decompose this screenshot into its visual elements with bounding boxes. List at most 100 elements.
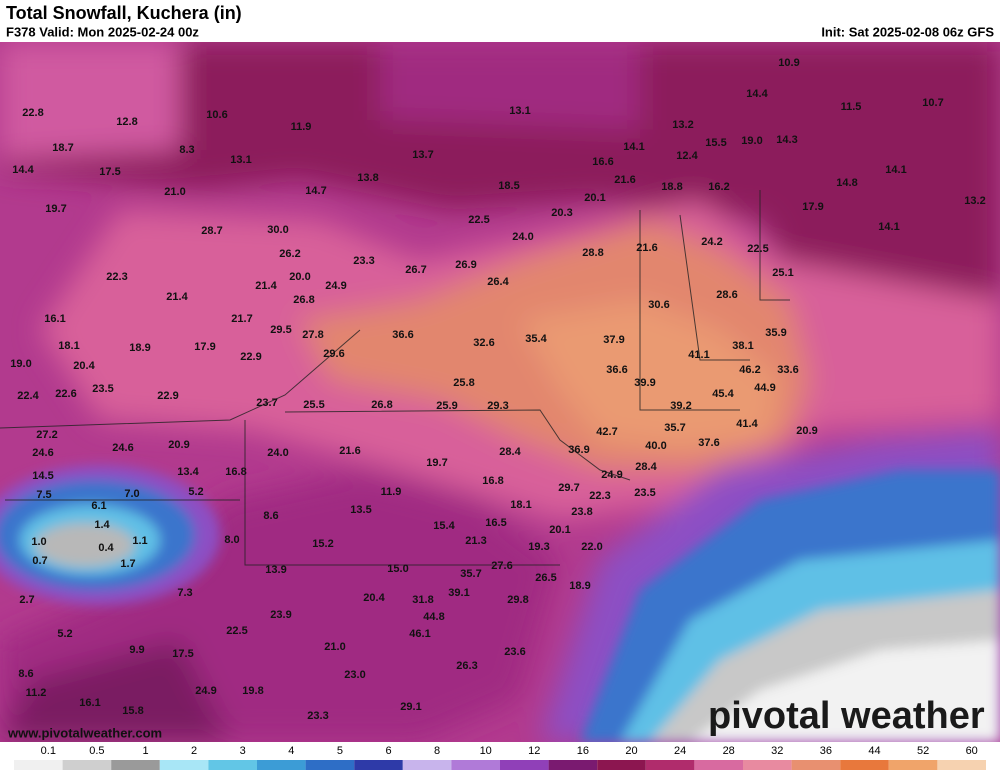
snow-label: 18.8 (661, 181, 682, 193)
snow-label: 1.7 (120, 558, 135, 570)
snow-label: 17.9 (802, 201, 823, 213)
snow-label: 11.2 (26, 687, 47, 699)
snow-label: 16.1 (44, 313, 65, 325)
snow-label: 24.6 (32, 447, 53, 459)
snow-label: 7.5 (36, 489, 51, 501)
colorbar-tick-label: 12 (528, 745, 540, 757)
snow-label: 13.5 (350, 504, 371, 516)
snow-label: 1.1 (132, 535, 147, 547)
colorbar-swatch (694, 760, 743, 770)
snow-label: 21.4 (255, 280, 277, 292)
snow-label: 15.5 (705, 137, 726, 149)
colorbar-tick-label: 20 (625, 745, 637, 757)
snow-label: 9.9 (129, 644, 144, 656)
colorbar-swatch (402, 760, 452, 770)
snow-label: 18.9 (569, 580, 590, 592)
snow-label: 29.6 (323, 348, 344, 360)
colorbar-tick-label: 10 (480, 745, 492, 757)
snow-label: 22.5 (468, 214, 489, 226)
snow-label: 18.1 (510, 499, 531, 511)
colorbar-tick-label: 52 (917, 745, 929, 757)
snow-label: 13.9 (265, 564, 286, 576)
colorbar-tick-label: 4 (288, 745, 294, 757)
snow-label: 26.8 (371, 399, 392, 411)
snow-label: 46.1 (409, 628, 430, 640)
snow-label: 0.4 (98, 542, 114, 554)
snow-label: 6.1 (91, 500, 106, 512)
snow-label: 23.8 (571, 506, 592, 518)
colorbar-tick-label: 0.1 (41, 745, 56, 757)
snow-label: 22.0 (581, 541, 602, 553)
snow-label: 21.0 (164, 186, 185, 198)
init-time: Init: Sat 2025-02-08 06z GFS (821, 24, 994, 39)
snow-label: 24.9 (325, 280, 346, 292)
snow-label: 22.9 (157, 390, 178, 402)
snow-label: 14.4 (746, 88, 768, 100)
colorbar-tick-label: 8 (434, 745, 440, 757)
snow-label: 35.7 (664, 422, 685, 434)
snow-label: 16.8 (482, 475, 503, 487)
snow-label: 30.0 (267, 224, 288, 236)
snow-label: 11.5 (841, 101, 862, 113)
snow-label: 23.7 (256, 397, 277, 409)
snow-label: 45.4 (712, 388, 734, 400)
snow-label: 29.8 (507, 594, 528, 606)
colorbar-tick-label: 32 (771, 745, 783, 757)
snow-label: 22.4 (17, 390, 39, 402)
snow-label: 18.5 (498, 180, 519, 192)
colorbar-swatch (451, 760, 500, 770)
snow-label: 16.1 (79, 697, 100, 709)
snow-label: 27.8 (302, 329, 323, 341)
snow-label: 11.9 (381, 486, 402, 498)
snow-label: 39.2 (670, 400, 691, 412)
snow-label: 23.3 (307, 710, 328, 722)
colorbar-tick-label: 24 (674, 745, 686, 757)
snow-label: 25.1 (772, 267, 793, 279)
snow-label: 36.6 (606, 364, 627, 376)
snow-label: 16.8 (225, 466, 246, 478)
snow-label: 41.1 (688, 349, 709, 361)
snow-label: 8.6 (18, 668, 33, 680)
snow-label: 10.6 (206, 109, 227, 121)
snow-label: 19.7 (426, 457, 447, 469)
snow-label: 41.4 (736, 418, 758, 430)
subtitle: F378 Valid: Mon 2025-02-24 00z (6, 24, 199, 39)
snow-label: 29.1 (400, 701, 421, 713)
snow-label: 15.2 (312, 538, 333, 550)
snow-label: 26.5 (535, 572, 556, 584)
snow-label: 44.9 (754, 382, 775, 394)
snow-label: 20.3 (551, 207, 572, 219)
snow-label: 25.5 (303, 399, 324, 411)
snow-label: 25.8 (453, 377, 474, 389)
colorbar-swatch (937, 760, 986, 770)
snow-label: 19.7 (45, 203, 66, 215)
snow-label: 44.8 (423, 611, 444, 623)
snow-label: 18.7 (52, 142, 73, 154)
snow-label: 37.9 (603, 334, 624, 346)
colorbar-swatch (354, 760, 403, 770)
snow-label: 8.3 (179, 144, 194, 156)
snow-label: 17.5 (99, 166, 120, 178)
snow-label: 22.6 (55, 388, 76, 400)
colorbar-swatch (743, 760, 792, 770)
snow-label: 10.7 (922, 97, 943, 109)
colorbar-tick-label: 28 (723, 745, 735, 757)
snow-label: 35.4 (525, 333, 547, 345)
snow-label: 36.6 (392, 329, 413, 341)
snow-label: 37.6 (698, 437, 719, 449)
snow-label: 20.4 (363, 592, 385, 604)
snow-label: 20.9 (168, 439, 189, 451)
colorbar-tick-label: 1 (142, 745, 148, 757)
snow-label: 23.5 (92, 383, 113, 395)
snow-label: 5.2 (188, 486, 203, 498)
snow-label: 20.9 (796, 425, 817, 437)
snow-label: 22.9 (240, 351, 261, 363)
snow-label: 14.3 (776, 134, 797, 146)
snow-label: 20.1 (549, 524, 570, 536)
snow-label: 20.4 (73, 360, 95, 372)
snow-label: 11.9 (291, 121, 312, 133)
snow-label: 22.3 (106, 271, 127, 283)
snow-label: 21.4 (166, 291, 188, 303)
